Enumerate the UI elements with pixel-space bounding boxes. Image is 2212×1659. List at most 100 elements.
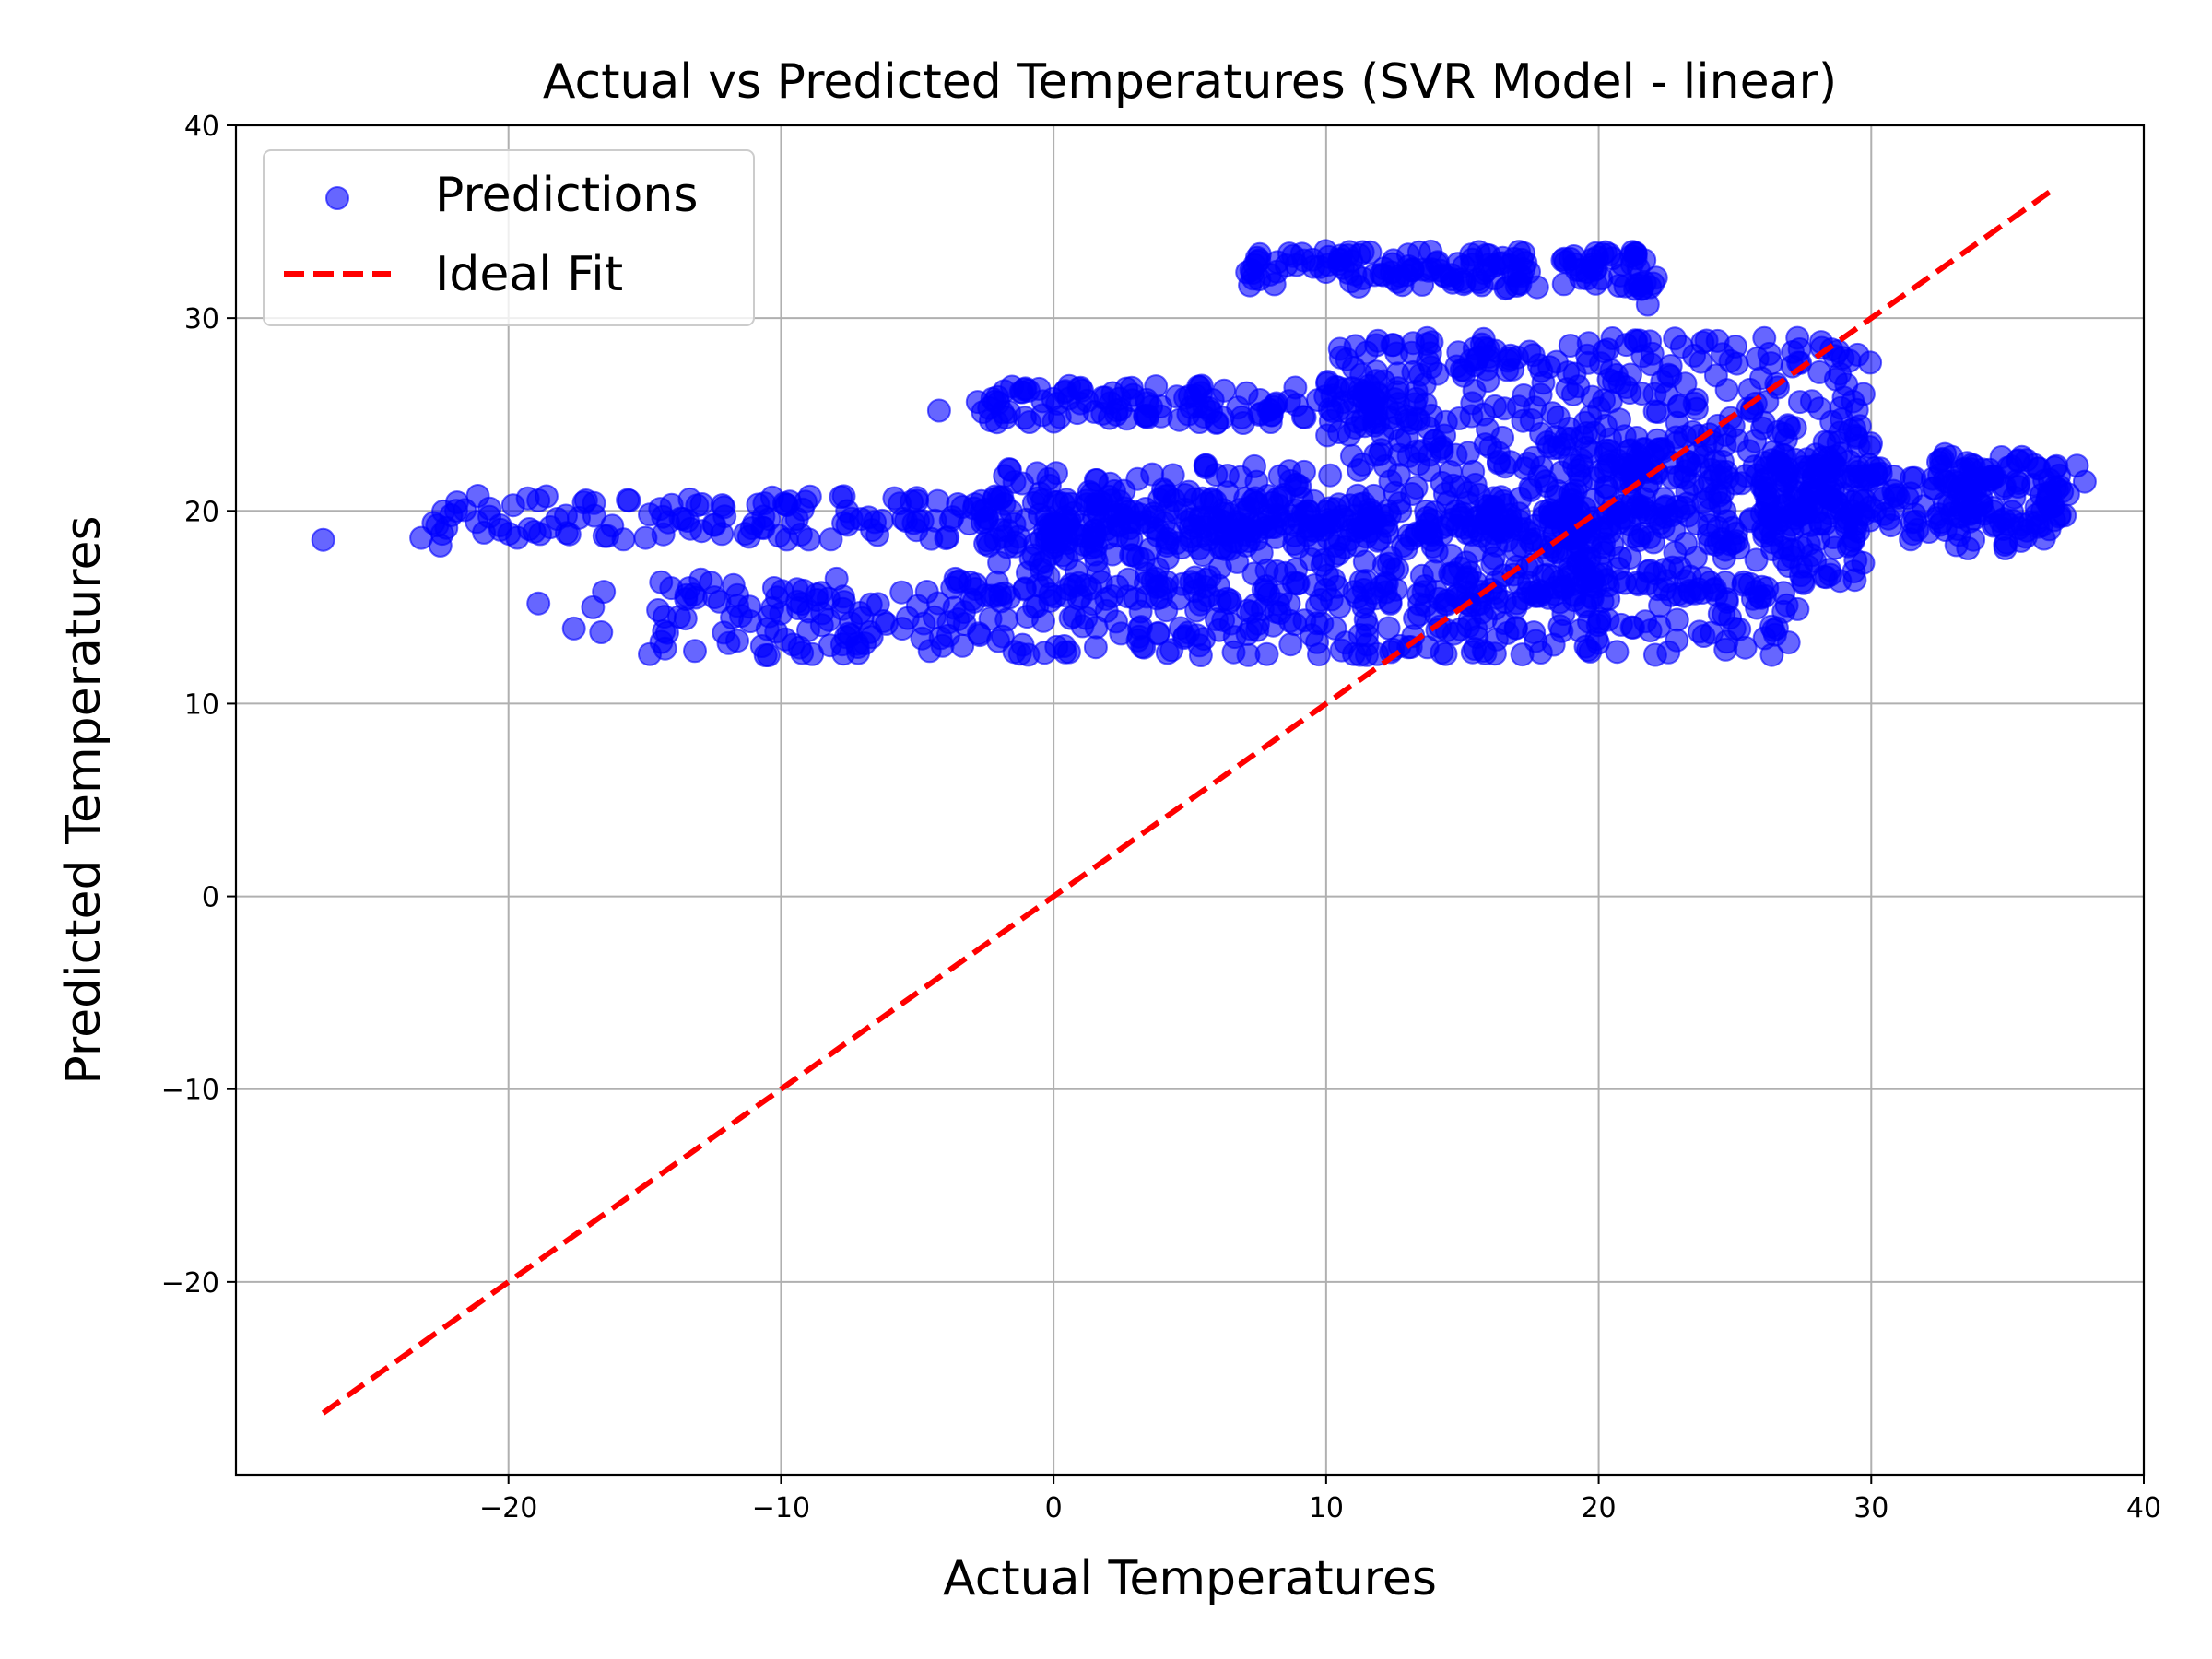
prediction-point [1305,629,1330,654]
prediction-point [1221,640,1246,665]
prediction-point [1510,642,1535,667]
prediction-point [1826,430,1851,455]
prediction-point [1995,455,2020,480]
prediction-point [1385,376,1410,401]
prediction-point [1318,463,1343,488]
prediction-point [1558,482,1583,507]
prediction-point [905,488,930,513]
prediction-point [1651,515,1676,540]
prediction-point [996,457,1021,481]
prediction-point [1290,405,1315,429]
prediction-point [1086,560,1111,585]
x-tick-label: 30 [1853,1492,1888,1524]
prediction-point [725,594,749,618]
prediction-point [1541,632,1566,657]
prediction-point [1288,475,1312,499]
prediction-point [1126,624,1151,649]
scatter-points [311,239,2097,667]
prediction-point [1045,391,1070,416]
legend-label-predictions: Predictions [435,168,698,223]
prediction-point [1242,453,1266,478]
prediction-point [688,567,713,592]
prediction-point [1474,508,1499,532]
prediction-point [1254,641,1279,666]
prediction-point [1752,325,1777,350]
prediction-point [1546,405,1571,429]
prediction-point [1140,462,1165,487]
prediction-point [830,596,855,621]
prediction-point [1946,517,1971,541]
prediction-point [1253,579,1278,604]
prediction-point [2072,469,2097,494]
plot-frame [234,124,2146,1477]
prediction-point [526,591,551,616]
prediction-point [1461,459,1486,484]
prediction-point [1519,408,1544,432]
prediction-point [477,504,501,529]
prediction-point [1241,261,1265,285]
y-tick-label: 30 [184,303,219,335]
prediction-point [1179,394,1204,419]
prediction-point [1729,471,1754,496]
prediction-point [1463,539,1488,563]
prediction-point [1486,451,1511,476]
prediction-point [1443,584,1468,608]
prediction-point [1926,450,1950,475]
prediction-point [1752,626,1777,651]
x-tick-label: 40 [2126,1492,2161,1524]
prediction-point [1753,498,1778,523]
prediction-point [1512,383,1536,407]
prediction-point [1568,618,1592,643]
prediction-point [1343,262,1368,287]
prediction-point [1544,540,1569,564]
prediction-point [1656,640,1681,665]
prediction-point [1474,357,1499,382]
prediction-point [1141,516,1166,540]
prediction-point [1179,570,1204,594]
prediction-point [653,605,677,629]
prediction-point [1651,437,1676,461]
prediction-point [1326,541,1351,566]
prediction-point [656,510,680,535]
prediction-point [1743,429,1768,453]
prediction-point [653,636,677,661]
prediction-point [1102,478,1126,503]
prediction-point [865,523,890,547]
prediction-point [765,585,790,610]
prediction-point [1430,640,1454,665]
prediction-point [716,630,741,655]
prediction-point [781,632,806,657]
prediction-point [581,594,606,619]
prediction-point [1094,586,1119,611]
prediction-point [1903,509,1928,534]
prediction-point [1205,410,1230,435]
prediction-point [1818,562,1842,587]
prediction-point [1480,552,1505,577]
prediction-point [1217,591,1241,615]
prediction-point [968,623,992,648]
prediction-point [1623,328,1648,353]
prediction-point [1580,565,1605,590]
prediction-point [1821,477,1845,502]
prediction-point [1495,275,1520,300]
prediction-point [1223,519,1248,544]
prediction-point [1541,564,1566,589]
prediction-point [1131,547,1156,572]
prediction-point [1783,506,1807,531]
x-tick-label: −10 [752,1492,810,1524]
prediction-point [1544,349,1569,374]
prediction-point [1551,272,1576,297]
prediction-point [938,508,963,533]
prediction-point [1771,547,1796,571]
prediction-point [1362,386,1387,411]
prediction-point [1160,463,1185,488]
prediction-point [538,515,563,539]
prediction-point [1789,563,1813,588]
prediction-point [1319,587,1344,612]
prediction-point [1288,510,1312,535]
prediction-point [736,524,761,549]
prediction-point [2025,511,2050,535]
prediction-point [824,566,849,591]
prediction-point [1733,635,1758,660]
prediction-point [649,570,674,594]
